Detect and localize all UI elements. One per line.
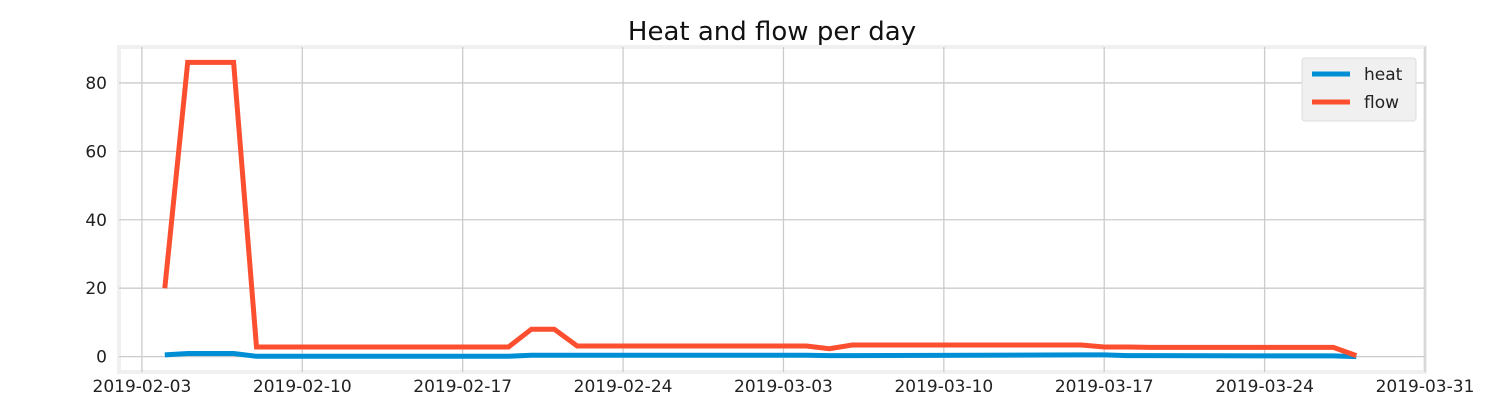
- y-axis-ticks: 0 20 40 60 80: [85, 74, 107, 368]
- x-tick-label: 2019-02-17: [413, 377, 512, 397]
- y-tick-label: 20: [85, 279, 107, 299]
- x-tick-label: 2019-03-03: [734, 377, 833, 397]
- y-tick-label: 0: [96, 348, 107, 368]
- x-tick-label: 2019-02-03: [93, 377, 192, 397]
- x-tick-label: 2019-03-10: [894, 377, 993, 397]
- x-axis-ticks: 2019-02-03 2019-02-10 2019-02-17 2019-02-24…: [93, 377, 1475, 397]
- x-tick-label: 2019-02-24: [574, 377, 673, 397]
- chart-title: Heat and flow per day: [628, 17, 916, 47]
- series-line-heat: [164, 351, 1357, 360]
- series-lines: [162, 59, 1358, 360]
- legend-label-heat: heat: [1364, 65, 1403, 85]
- x-tick-label: 2019-02-10: [253, 377, 352, 397]
- x-tick-label: 2019-03-24: [1215, 377, 1314, 397]
- grid: [119, 47, 1426, 372]
- y-tick-label: 80: [85, 74, 107, 94]
- legend: heat flow: [1301, 57, 1417, 122]
- legend-label-flow: flow: [1364, 93, 1399, 113]
- x-tick-label: 2019-03-17: [1055, 377, 1154, 397]
- series-line-flow: [162, 59, 1358, 358]
- plot-area: [117, 45, 1427, 374]
- y-tick-label: 40: [85, 211, 107, 231]
- y-tick-label: 60: [85, 142, 107, 162]
- x-tick-label: 2019-03-31: [1376, 377, 1475, 397]
